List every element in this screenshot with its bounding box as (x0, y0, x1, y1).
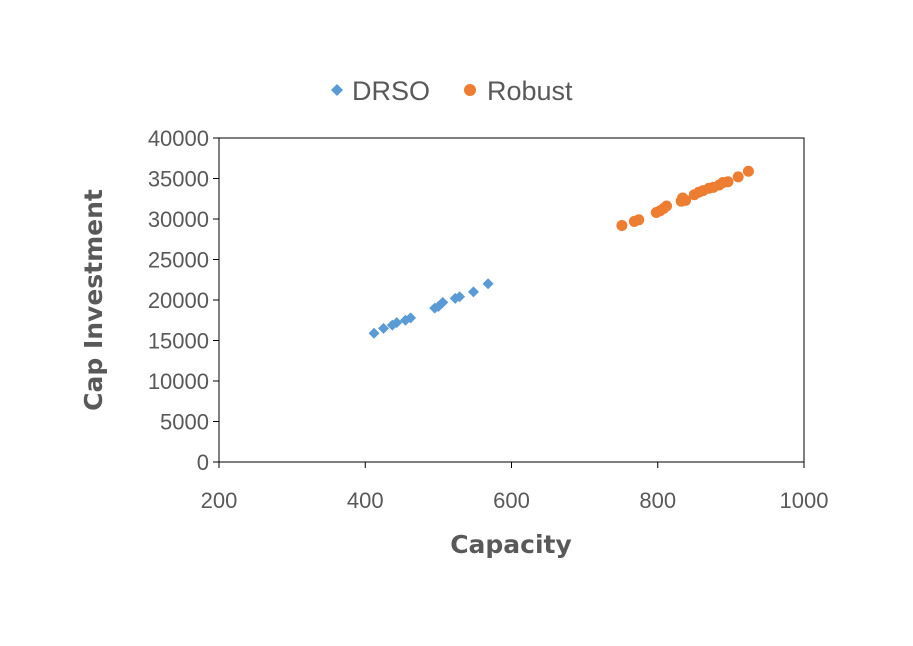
point-robust (633, 214, 645, 226)
y-tick-label: 20000 (148, 288, 209, 313)
y-axis-title: Cap Investment (79, 189, 108, 411)
point-drso (437, 296, 449, 308)
legend-label-drso: DRSO (352, 76, 430, 106)
x-tick-label: 600 (493, 488, 530, 513)
y-tick-label: 0 (197, 450, 209, 475)
point-drso (391, 317, 403, 329)
point-drso (405, 312, 417, 324)
point-robust (661, 200, 673, 212)
y-tick-label: 25000 (148, 248, 209, 273)
x-axis-title: Capacity (450, 530, 572, 559)
y-tick-label: 30000 (148, 207, 209, 232)
x-tick-label: 400 (347, 488, 384, 513)
point-robust (722, 176, 734, 188)
point-drso (482, 278, 494, 290)
legend: DRSO Robust (331, 76, 573, 106)
x-tick-label: 200 (201, 488, 238, 513)
point-robust (732, 171, 744, 183)
legend-label-robust: Robust (487, 76, 573, 106)
point-robust (616, 219, 628, 231)
point-robust (742, 165, 754, 177)
y-tick-label: 40000 (148, 126, 209, 151)
point-drso (467, 286, 479, 298)
y-tick-label: 5000 (160, 410, 209, 435)
point-drso (378, 322, 390, 334)
legend-marker-robust (464, 84, 476, 96)
y-tick-label: 10000 (148, 369, 209, 394)
point-drso (368, 327, 380, 339)
point-drso (454, 291, 466, 303)
x-tick-label: 800 (639, 488, 676, 513)
x-tick-label: 1000 (780, 488, 829, 513)
y-axis: 0 5000 10000 15000 20000 25000 30000 35000 40000 (148, 126, 219, 475)
y-tick-label: 15000 (148, 329, 209, 354)
legend-marker-drso (331, 84, 343, 96)
x-axis: 200 400 600 800 1000 (201, 462, 829, 513)
y-tick-label: 35000 (148, 167, 209, 192)
point-robust (680, 194, 692, 206)
data-points (368, 165, 754, 339)
